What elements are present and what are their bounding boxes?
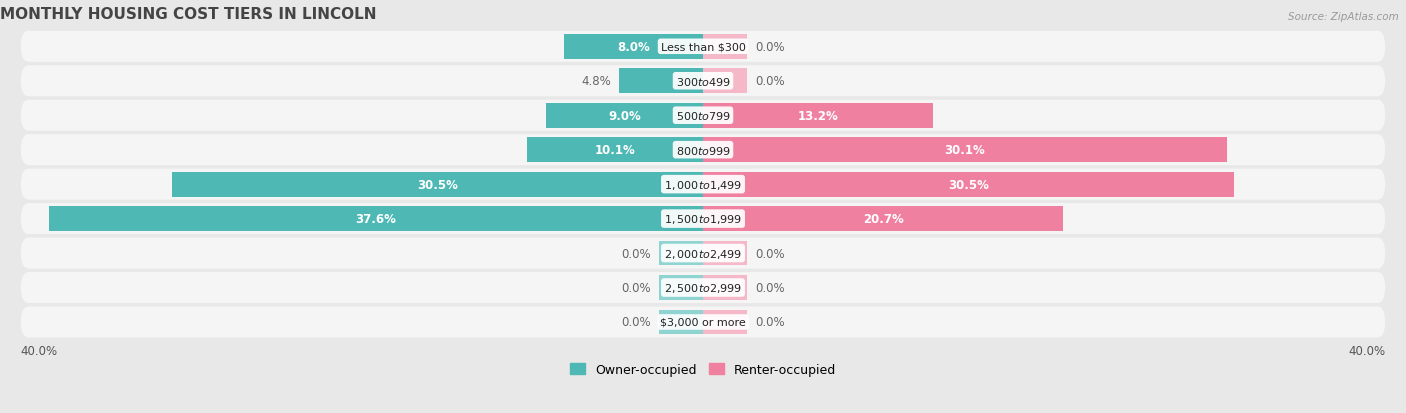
Legend: Owner-occupied, Renter-occupied: Owner-occupied, Renter-occupied — [565, 358, 841, 381]
Text: 30.5%: 30.5% — [418, 178, 458, 191]
Text: 9.0%: 9.0% — [609, 109, 641, 122]
Bar — [703, 104, 932, 128]
Text: 0.0%: 0.0% — [621, 247, 651, 260]
Text: 0.0%: 0.0% — [755, 281, 785, 294]
Bar — [703, 241, 747, 266]
Text: 0.0%: 0.0% — [621, 316, 651, 329]
Bar — [703, 310, 747, 335]
Bar — [547, 104, 703, 128]
Text: 20.7%: 20.7% — [863, 213, 904, 225]
Bar — [659, 275, 703, 300]
Text: 0.0%: 0.0% — [755, 75, 785, 88]
Text: MONTHLY HOUSING COST TIERS IN LINCOLN: MONTHLY HOUSING COST TIERS IN LINCOLN — [0, 7, 377, 22]
Bar — [659, 241, 703, 266]
Text: $2,500 to $2,999: $2,500 to $2,999 — [664, 281, 742, 294]
Bar — [703, 172, 1233, 197]
FancyBboxPatch shape — [21, 238, 1385, 269]
Text: $2,000 to $2,499: $2,000 to $2,499 — [664, 247, 742, 260]
Bar — [620, 69, 703, 94]
Bar — [173, 172, 703, 197]
FancyBboxPatch shape — [21, 272, 1385, 303]
Text: Less than $300: Less than $300 — [661, 42, 745, 52]
Text: $3,000 or more: $3,000 or more — [661, 317, 745, 327]
Bar — [703, 35, 747, 59]
Bar — [564, 35, 703, 59]
Text: 40.0%: 40.0% — [21, 344, 58, 358]
Text: $300 to $499: $300 to $499 — [675, 76, 731, 88]
Text: $1,000 to $1,499: $1,000 to $1,499 — [664, 178, 742, 191]
Bar — [703, 206, 1063, 231]
FancyBboxPatch shape — [21, 66, 1385, 97]
Bar — [49, 206, 703, 231]
Text: 0.0%: 0.0% — [621, 281, 651, 294]
Text: 13.2%: 13.2% — [797, 109, 838, 122]
Text: 0.0%: 0.0% — [755, 247, 785, 260]
Bar — [703, 69, 747, 94]
Text: 8.0%: 8.0% — [617, 41, 650, 54]
FancyBboxPatch shape — [21, 135, 1385, 166]
Text: 40.0%: 40.0% — [1348, 344, 1385, 358]
Text: 4.8%: 4.8% — [581, 75, 610, 88]
Bar — [659, 310, 703, 335]
Text: Source: ZipAtlas.com: Source: ZipAtlas.com — [1288, 12, 1399, 22]
FancyBboxPatch shape — [21, 204, 1385, 235]
Text: 37.6%: 37.6% — [356, 213, 396, 225]
Text: 0.0%: 0.0% — [755, 316, 785, 329]
Bar — [703, 275, 747, 300]
Text: $500 to $799: $500 to $799 — [675, 110, 731, 122]
Text: 30.5%: 30.5% — [948, 178, 988, 191]
Text: 0.0%: 0.0% — [755, 41, 785, 54]
Text: 10.1%: 10.1% — [595, 144, 636, 157]
FancyBboxPatch shape — [21, 32, 1385, 63]
FancyBboxPatch shape — [21, 100, 1385, 131]
Bar — [527, 138, 703, 163]
FancyBboxPatch shape — [21, 307, 1385, 338]
Text: $800 to $999: $800 to $999 — [675, 144, 731, 156]
Bar — [703, 138, 1227, 163]
FancyBboxPatch shape — [21, 169, 1385, 200]
Text: 30.1%: 30.1% — [945, 144, 986, 157]
Text: $1,500 to $1,999: $1,500 to $1,999 — [664, 213, 742, 225]
